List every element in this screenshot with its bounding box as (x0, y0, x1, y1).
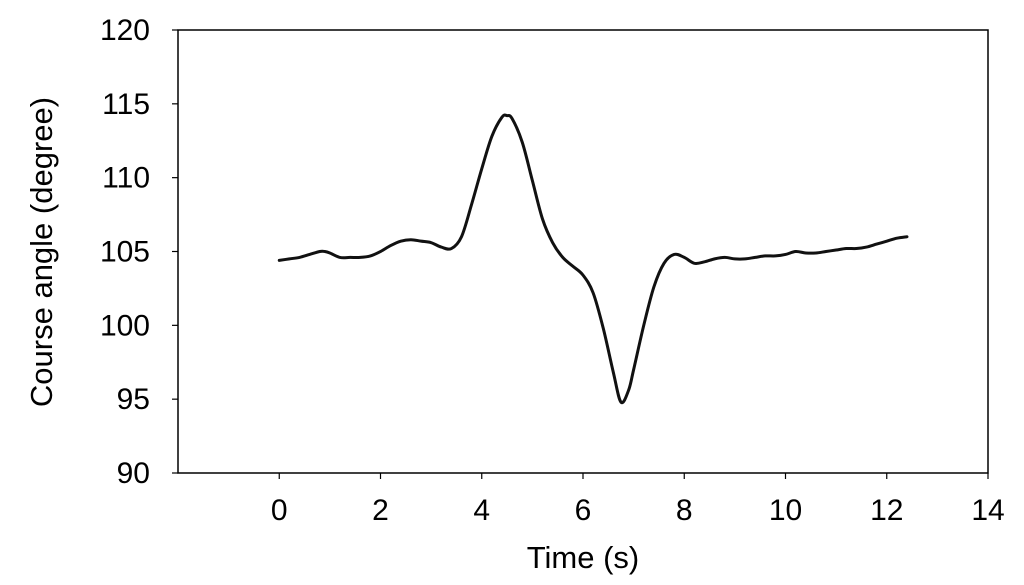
x-tick-label: 12 (870, 494, 903, 527)
y-axis-label: Course angle (degree) (24, 97, 59, 407)
y-tick-label: 120 (100, 14, 150, 47)
y-tick-label: 95 (117, 383, 150, 416)
plot-area-frame (177, 29, 989, 474)
y-tick-label: 100 (100, 309, 150, 342)
x-tick-label: 6 (575, 494, 592, 527)
course-angle-line (277, 113, 909, 405)
x-axis-label: Time (s) (527, 540, 640, 575)
y-tick-label: 110 (102, 162, 150, 195)
x-tick-label: 0 (271, 494, 288, 527)
y-axis-ticks: 90 95 100 105 110 115 120 (100, 14, 178, 490)
x-axis-ticks: 0 2 4 6 8 10 12 14 (271, 473, 1005, 527)
y-tick-label: 115 (102, 88, 150, 121)
x-tick-label: 10 (769, 494, 802, 527)
x-tick-label: 2 (372, 494, 389, 527)
x-tick-label: 8 (676, 494, 693, 527)
x-tick-label: 14 (971, 494, 1004, 527)
y-tick-label: 90 (117, 457, 150, 490)
x-tick-label: 4 (473, 494, 490, 527)
y-tick-label: 105 (100, 236, 150, 269)
